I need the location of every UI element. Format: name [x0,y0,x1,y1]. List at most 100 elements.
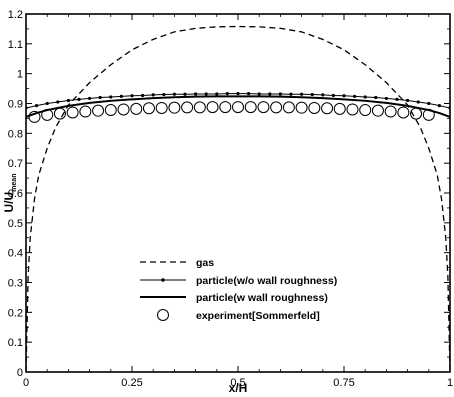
data-point-particle-no-roughness [427,101,431,106]
data-point-particle-no-roughness [342,94,346,98]
legend: gas particle(w/o wall roughness) particl… [140,257,337,322]
legend-entry-gas: gas [140,257,214,269]
ticks-layer [25,13,451,373]
data-point-particle-no-roughness [98,95,102,100]
data-point-experiment [142,102,155,115]
series-line-gas [26,25,450,372]
y-tick-label: 0.5 [8,218,23,230]
data-point-particle-no-roughness [437,103,441,108]
data-point-particle-no-roughness [268,92,272,96]
svg-text:U/Umean: U/Umean [2,174,18,213]
y-tick-label: 0.1 [8,337,23,349]
y-axis-title-main: U/U [2,192,16,213]
data-point-experiment [244,101,257,114]
data-point-experiment [130,102,143,115]
data-point-particle-no-roughness [257,92,261,96]
data-point-particle-no-roughness [141,93,145,98]
data-point-particle-no-roughness [236,92,240,96]
legend-swatch-dot [161,278,165,282]
data-point-particle-no-roughness [183,92,187,96]
y-tick-label: 0.4 [8,248,23,260]
data-point-particle-no-roughness [331,93,335,98]
y-tick-label: 0 [17,367,23,379]
legend-label-gas: gas [196,257,214,269]
data-point-experiment [371,104,384,117]
data-point-particle-no-roughness [363,95,367,99]
data-point-particle-no-roughness [26,106,28,110]
data-point-particle-no-roughness [56,100,60,104]
data-point-particle-no-roughness [289,92,293,96]
data-point-particle-no-roughness [353,94,357,98]
x-tick-label: 0.25 [121,377,142,389]
data-point-particle-no-roughness [172,92,176,96]
data-point-particle-no-roughness [384,96,388,101]
data-point-experiment [181,101,194,114]
data-point-experiment [92,104,105,117]
data-point-particle-no-roughness [278,92,282,96]
data-point-experiment [270,101,283,114]
data-point-particle-no-roughness [162,92,166,97]
series-line-particle-roughness [26,95,450,118]
data-point-experiment [104,104,117,117]
y-axis-title: U/Umean [2,174,18,213]
data-point-particle-no-roughness [66,98,70,103]
data-point-particle-no-roughness [35,103,39,108]
y-tick-label: 0.6 [8,188,23,200]
legend-label-particle-roughness: particle(w wall roughness) [196,292,328,304]
data-point-particle-no-roughness [300,92,304,96]
data-point-experiment [397,106,410,119]
data-point-particle-no-roughness [77,97,81,101]
y-tick-label: 0.7 [8,158,23,170]
data-point-particle-no-roughness [45,101,49,106]
data-point-experiment [333,102,346,115]
data-point-experiment [384,105,397,118]
data-point-experiment [410,107,423,120]
series-layer [26,25,450,372]
x-axis-title: x/H [229,381,248,395]
data-point-particle-no-roughness [416,100,420,104]
y-tick-label: 1.2 [8,9,23,21]
x-tick-label: 1 [447,377,453,389]
x-tick-label: 0.75 [333,377,354,389]
legend-swatch-experiment [157,309,169,321]
data-point-experiment [41,108,54,121]
data-point-experiment [28,110,41,123]
data-point-particle-no-roughness [310,92,314,97]
legend-entry-particle-roughness: particle(w wall roughness) [140,292,328,304]
data-point-experiment [53,107,66,120]
data-point-experiment [282,101,295,114]
data-point-experiment [346,103,359,116]
x-tick-label: 0 [23,377,29,389]
data-point-particle-no-roughness [374,95,378,100]
data-point-experiment [66,106,79,119]
data-point-particle-no-roughness [247,92,251,96]
data-point-experiment [206,101,219,114]
data-point-experiment [219,101,232,114]
data-point-experiment [117,103,130,116]
y-tick-label: 0.2 [8,307,23,319]
data-point-particle-no-roughness [215,92,219,96]
legend-entry-particle-no-roughness: particle(w/o wall roughness) [140,275,337,287]
data-point-particle-no-roughness [395,97,399,101]
data-point-experiment [155,101,168,114]
data-point-particle-no-roughness [204,92,208,96]
legend-entry-experiment: experiment[Sommerfeld] [157,309,320,322]
data-point-experiment [168,101,181,114]
x-tick-label: 0.5 [230,377,245,389]
data-point-experiment [232,101,244,114]
data-point-experiment [295,101,308,114]
y-tick-label: 1.1 [8,39,23,51]
y-tick-label: 0.9 [8,99,23,111]
data-point-particle-no-roughness [109,95,113,99]
data-point-experiment [79,105,92,118]
data-point-experiment [257,101,270,114]
y-tick-label: 0.3 [8,278,23,290]
y-axis-title-subscript: mean [11,174,18,192]
data-point-particle-no-roughness [321,93,325,97]
data-point-particle-no-roughness [119,94,123,98]
data-point-particle-no-roughness [130,94,134,98]
data-point-particle-no-roughness [406,98,410,103]
data-point-particle-no-roughness [88,96,92,101]
data-point-particle-no-roughness [225,92,229,96]
